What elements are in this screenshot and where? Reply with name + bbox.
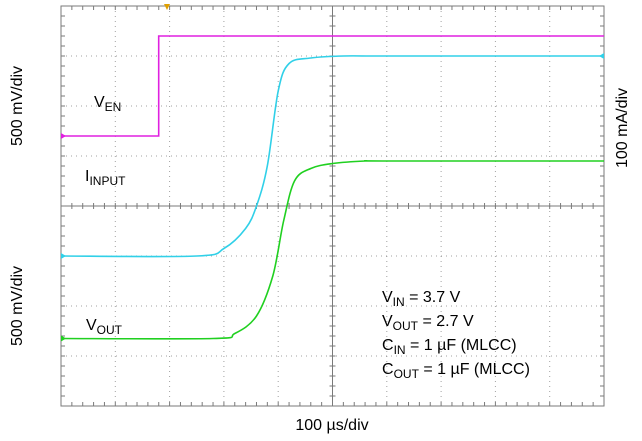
y-axis-label-top-left: 500 mV/div <box>9 66 26 146</box>
label-vout: VOUT <box>86 317 123 337</box>
condition-vin: VIN = 3.7 V <box>382 289 461 309</box>
traces <box>60 35 604 342</box>
trigger-marker-icon <box>164 4 170 10</box>
condition-vout: VOUT = 2.7 V <box>382 313 474 333</box>
x-axis-label: 100 µs/div <box>295 417 368 434</box>
channel-marker-icon <box>61 133 66 139</box>
trace-i-input <box>60 55 604 258</box>
condition-cin: CIN = 1 µF (MLCC) <box>382 337 517 357</box>
right-channel-marker-icon <box>599 53 604 59</box>
trace-v-out <box>60 160 604 340</box>
trace-v-en <box>61 35 604 137</box>
y-axis-label-right: 100 mA/div <box>614 88 631 168</box>
label-iinput: IINPUT <box>85 168 126 188</box>
condition-cout: COUT = 1 µF (MLCC) <box>382 361 530 381</box>
channel-marker-icon <box>61 253 66 259</box>
grid <box>60 5 605 407</box>
y-axis-label-bottom-left: 500 mV/div <box>9 266 26 346</box>
label-ven: VEN <box>94 94 121 114</box>
channel-marker-icon <box>61 335 66 342</box>
test-conditions: VIN = 3.7 V VOUT = 2.7 V CIN = 1 µF (MLC… <box>382 289 530 381</box>
